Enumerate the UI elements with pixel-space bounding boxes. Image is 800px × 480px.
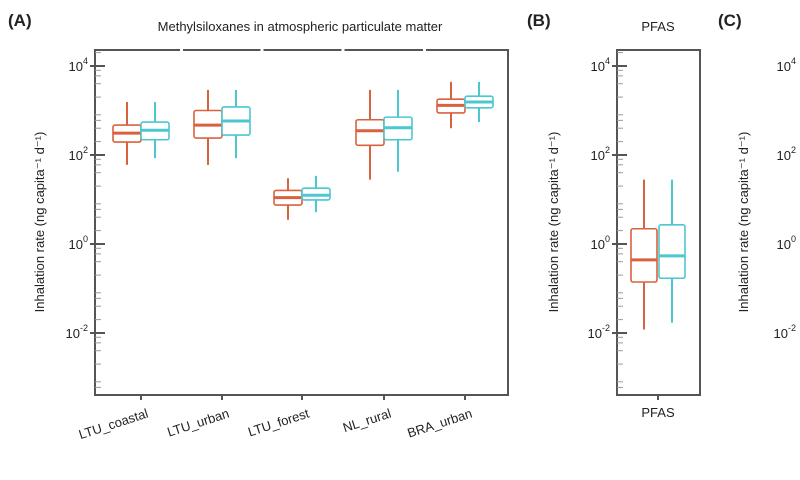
y-tick-label: 10-2 xyxy=(66,323,88,341)
y-tick-exponent: 4 xyxy=(605,56,610,66)
x-tick-label: BRA_urban xyxy=(405,406,474,441)
y-tick-exponent: 4 xyxy=(791,56,796,66)
box-NL_rural-0 xyxy=(355,89,385,180)
box-LTU_coastal-1 xyxy=(140,102,170,159)
y-axis-label-c: Inhalation rate (ng capita⁻¹ d⁻¹) xyxy=(736,132,751,313)
y-axis-label-a: Inhalation rate (ng capita⁻¹ d⁻¹) xyxy=(32,132,47,313)
box-PFAS-1 xyxy=(658,179,686,323)
box-NL_rural-1 xyxy=(383,89,413,172)
x-tick-label: PFAS xyxy=(641,405,675,420)
y-axis-label-b: Inhalation rate (ng capita⁻¹ d⁻¹) xyxy=(546,132,561,313)
box-LTU_urban-1 xyxy=(221,89,251,159)
box-iqr xyxy=(355,118,385,147)
box-LTU_coastal-0 xyxy=(112,102,142,165)
box-LTU_urban-0 xyxy=(193,89,223,165)
y-tick-label: 104 xyxy=(69,56,88,74)
panel-c: (C) Inhalation rate (ng capita⁻¹ d⁻¹) 10… xyxy=(718,11,796,341)
y-tick-exponent: 2 xyxy=(791,145,796,155)
chart-title-a: Methylsiloxanes in atmospheric particula… xyxy=(158,19,443,34)
box-BRA_urban-1 xyxy=(464,81,494,123)
y-tick-exponent: -2 xyxy=(788,323,796,333)
box-iqr xyxy=(630,227,658,283)
box-PFAS-0 xyxy=(630,179,658,330)
box-BRA_urban-0 xyxy=(436,81,466,129)
y-tick-exponent: 0 xyxy=(791,234,796,244)
plot-frame xyxy=(616,49,701,396)
y-tick-label: 100 xyxy=(69,234,88,252)
y-tick-label: 10-2 xyxy=(588,323,610,341)
chart-title-b: PFAS xyxy=(641,19,675,34)
y-tick-exponent: -2 xyxy=(602,323,610,333)
panel-b: (B) PFAS Inhalation rate (ng capita⁻¹ d⁻… xyxy=(527,11,701,420)
y-tick-label: 100 xyxy=(591,234,610,252)
box-LTU_forest-1 xyxy=(301,175,331,213)
panel-label-c: (C) xyxy=(718,11,742,30)
y-tick-exponent: -2 xyxy=(80,323,88,333)
box-iqr xyxy=(658,224,686,280)
y-tick-exponent: 2 xyxy=(83,145,88,155)
box-LTU_forest-0 xyxy=(273,178,303,220)
y-tick-label: 100 xyxy=(777,234,796,252)
y-tick-label: 102 xyxy=(69,145,88,163)
x-tick-label: LTU_coastal xyxy=(77,406,150,443)
y-tick-exponent: 0 xyxy=(83,234,88,244)
panel-label-b: (B) xyxy=(527,11,551,30)
panel-a: (A) Methylsiloxanes in atmospheric parti… xyxy=(8,11,509,443)
panel-label-a: (A) xyxy=(8,11,32,30)
y-tick-label: 104 xyxy=(591,56,610,74)
x-tick-label: NL_rural xyxy=(341,406,393,436)
y-tick-label: 104 xyxy=(777,56,796,74)
x-tick-label: LTU_urban xyxy=(165,406,231,440)
y-tick-exponent: 0 xyxy=(605,234,610,244)
x-tick-label: LTU_forest xyxy=(246,405,311,439)
y-tick-label: 102 xyxy=(777,145,796,163)
y-tick-exponent: 4 xyxy=(83,56,88,66)
y-tick-exponent: 2 xyxy=(605,145,610,155)
y-tick-label: 10-2 xyxy=(774,323,796,341)
y-tick-label: 102 xyxy=(591,145,610,163)
